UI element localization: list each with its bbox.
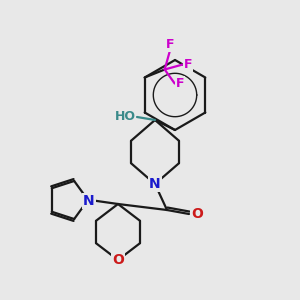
- Text: N: N: [149, 177, 161, 191]
- Text: F: F: [176, 77, 184, 90]
- Text: O: O: [191, 207, 203, 221]
- Text: F: F: [183, 58, 192, 71]
- Text: N: N: [83, 194, 95, 208]
- Text: O: O: [112, 253, 124, 267]
- Text: F: F: [165, 38, 174, 51]
- Text: HO: HO: [115, 110, 136, 122]
